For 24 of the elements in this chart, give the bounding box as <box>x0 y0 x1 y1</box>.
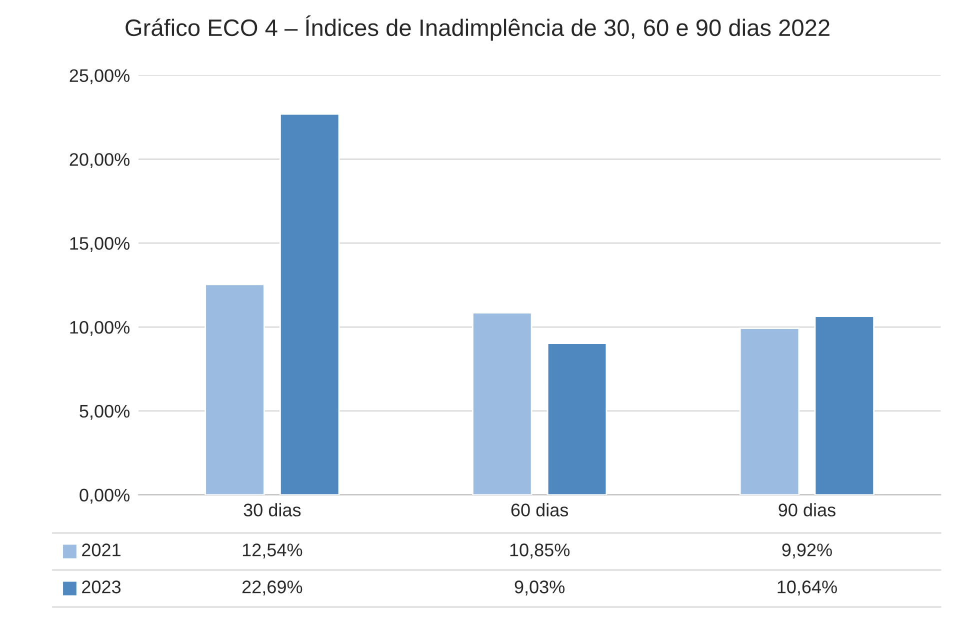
y-tick-label: 20,00% <box>70 153 130 168</box>
y-tick-label: 5,00% <box>80 404 130 420</box>
x-tick-label: 90 dias <box>778 503 836 516</box>
data-label: 9,92% <box>782 544 832 558</box>
data-label: 10,85% <box>510 544 570 558</box>
y-tick-label: 15,00% <box>70 237 130 252</box>
y-tick-label: 0,00% <box>80 488 130 504</box>
legend-label: 2023 <box>82 580 121 594</box>
legend-label: 2021 <box>82 544 120 556</box>
data-label: 12,54% <box>242 544 302 558</box>
chart-title: Gráfico ECO 4 – Índices de Inadimplência de 30, 60 e 90 dias 2022 <box>126 15 830 41</box>
x-tick-label: 60 dias <box>511 503 568 516</box>
bar <box>739 328 800 495</box>
bar <box>472 312 532 495</box>
bar <box>280 113 340 495</box>
data-label: 9,03% <box>514 580 565 596</box>
y-tick-label: 25,00% <box>70 69 130 84</box>
y-tick-label: 10,00% <box>70 320 130 336</box>
bar <box>204 284 265 495</box>
data-label: 10,64% <box>778 580 837 596</box>
x-tick-label: 30 dias <box>244 503 301 516</box>
data-label: 22,69% <box>242 580 302 596</box>
bar <box>814 316 875 495</box>
bar <box>546 342 608 495</box>
